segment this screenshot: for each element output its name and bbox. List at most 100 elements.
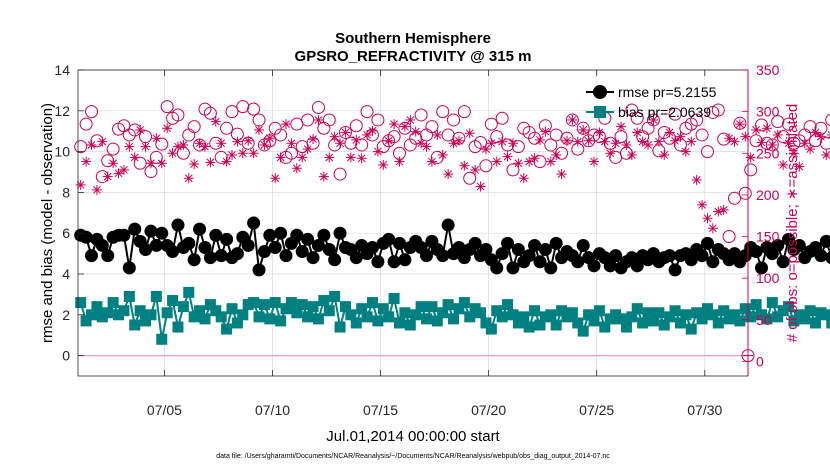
data-series: [74, 100, 830, 363]
assimilated-obs-point: [286, 138, 297, 149]
rmse-point: [301, 232, 315, 246]
bias-point: [183, 286, 195, 298]
bias-point: [647, 315, 659, 327]
asterisk-stroke: [384, 136, 393, 145]
x-axis-label: Jul.01,2014 00:00:00 start: [326, 428, 500, 445]
assimilated-obs-point: [502, 151, 513, 162]
rmse-point: [782, 232, 796, 246]
bias-point: [750, 299, 762, 311]
bias-point: [248, 297, 260, 309]
bias-point: [215, 311, 227, 323]
asterisk-stroke: [309, 135, 317, 143]
bias-point: [129, 319, 141, 331]
rmse-point: [333, 226, 347, 240]
asterisk-stroke: [174, 142, 182, 151]
bias-point: [285, 297, 297, 309]
rmse-point: [122, 261, 136, 275]
assimilated-obs-point: [416, 138, 427, 149]
rmse-point: [290, 228, 304, 242]
rmse-point: [630, 259, 644, 273]
asterisk-stroke: [622, 141, 631, 149]
assimilated-obs-point: [675, 131, 686, 142]
bias-point: [583, 309, 595, 321]
asterisk-stroke: [471, 166, 480, 174]
possible-obs-point: [236, 100, 250, 114]
assimilated-obs-point: [594, 127, 605, 138]
bias-point: [269, 297, 281, 309]
asterisk-stroke: [341, 128, 350, 137]
asterisk-stroke: [363, 131, 371, 139]
bias-point: [199, 313, 211, 325]
possible-obs-point: [79, 117, 93, 131]
rmse-point: [609, 249, 623, 263]
bias-point: [237, 309, 249, 321]
bias-point: [631, 303, 643, 315]
assimilated-obs-point: [778, 159, 789, 170]
asterisk-stroke: [779, 161, 788, 169]
bias-point: [620, 321, 632, 333]
bias-point: [156, 333, 168, 345]
bias-point: [453, 303, 465, 315]
asterisk-stroke: [357, 154, 366, 163]
y-tick-label-right: 250: [756, 145, 780, 161]
asterisk-stroke: [795, 162, 804, 171]
bias-point: [512, 317, 524, 329]
asterisk-stroke: [217, 139, 226, 148]
assimilated-obs-point: [97, 136, 108, 147]
bias-point: [502, 299, 514, 311]
possible-obs-point: [149, 150, 163, 164]
assimilated-obs-point: [167, 148, 178, 159]
asterisk-stroke: [827, 135, 830, 139]
asterisk-stroke: [195, 139, 204, 148]
rmse-point: [819, 234, 830, 248]
assimilated-obs-point: [729, 136, 740, 147]
possible-obs-point: [187, 120, 201, 134]
asterisk-stroke: [255, 126, 263, 134]
assimilated-obs-point: [437, 149, 448, 160]
rmse-point: [144, 224, 158, 238]
bias-point: [626, 311, 638, 323]
possible-obs-point: [544, 138, 558, 152]
bias-point: [475, 307, 487, 319]
bias-point: [745, 311, 757, 323]
assimilated-obs-point: [281, 119, 292, 130]
possible-obs-point: [722, 230, 736, 244]
possible-obs-point: [825, 113, 830, 127]
possible-obs-point: [122, 128, 136, 142]
bias-point: [799, 313, 811, 325]
y-tick-label-left: 6: [62, 225, 70, 241]
rmse-point: [79, 230, 93, 244]
asterisk-stroke: [303, 145, 312, 153]
assimilated-obs-point: [318, 171, 329, 182]
assimilated-obs-point: [643, 139, 654, 150]
asterisk-stroke: [536, 136, 544, 144]
possible-obs-point: [700, 145, 714, 159]
possible-obs-point: [430, 150, 444, 164]
assimilated-obs-point: [653, 136, 664, 147]
possible-obs-point: [690, 113, 704, 127]
bias-point: [226, 303, 238, 315]
x-tick-label: 07/05: [147, 402, 182, 418]
asterisk-stroke: [465, 129, 474, 138]
rmse-point: [128, 222, 142, 236]
bias-point: [707, 309, 719, 321]
y-tick-label-left: 10: [54, 144, 70, 160]
asterisk-stroke: [644, 141, 652, 149]
asterisk-stroke: [681, 147, 690, 156]
possible-obs-point: [355, 138, 369, 152]
assimilated-obs-point: [291, 163, 302, 174]
bias-point: [431, 315, 443, 327]
y-axis-label-right: # of obs: o=possible; ∗=assimilated: [784, 104, 801, 343]
bias-point: [86, 309, 98, 321]
assimilated-obs-point: [270, 173, 281, 184]
assimilated-obs-point: [626, 149, 637, 160]
y-tick-label-left: 0: [62, 348, 70, 364]
asterisk-stroke: [563, 136, 571, 145]
bias-point: [75, 297, 87, 309]
possible-obs-point: [776, 130, 790, 144]
assimilated-obs-point: [534, 134, 545, 145]
bias-point: [518, 311, 530, 323]
possible-obs-point: [771, 115, 785, 129]
assimilated-obs-point: [432, 129, 443, 140]
rmse-point: [149, 238, 163, 252]
